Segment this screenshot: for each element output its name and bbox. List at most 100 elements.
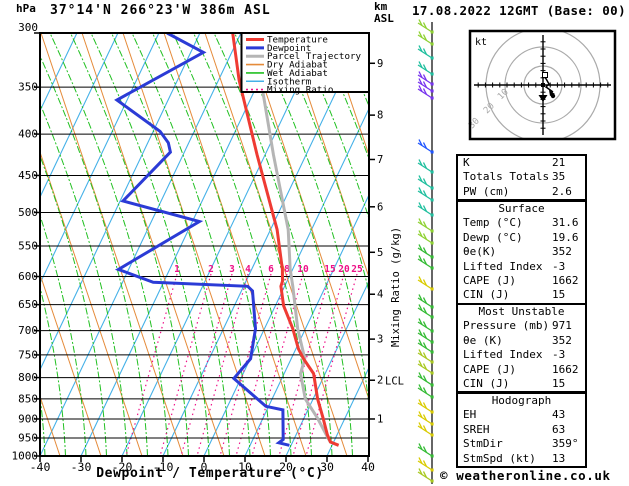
isotherm-line [40,33,78,113]
stat-row: θe(K) 352 [458,245,585,259]
stat-label: Pressure (mb) [463,319,550,333]
isotherm-line [121,33,324,456]
wind-barb-shaft [417,332,433,343]
wind-barb-feather [422,247,428,254]
wind-barb-shaft [417,387,433,398]
wind-barb-shaft [417,307,433,318]
dry-adiabat-line [327,33,369,157]
stat-value: 1662 [552,362,579,376]
hodograph-ring-label: 20 [482,101,497,116]
wind-barb-feather [418,159,423,166]
wind-barb-shaft [417,64,433,75]
panel-title: Surface [498,202,545,215]
mixing-axis-title: Mixing Ratio (g/kg) [390,227,402,347]
hodograph-start-marker [542,72,548,78]
wind-barb-shaft [417,402,433,413]
pressure-axis: 300 350 400 450 500 550 600 650 700 750 800 850 900 9… [12,21,40,463]
wind-barb-dot [430,340,434,344]
wind-barb [417,276,434,291]
wind-barb [417,187,434,202]
pressure-tick-label: 400 [18,128,38,141]
wind-barb-dot [430,30,434,34]
wind-barb-feather [422,74,428,81]
stat-row: Totals Totals 35 [458,170,585,184]
stat-label: CAPE (J) [463,362,516,376]
height-unit-label: km ASL [374,1,394,25]
wet-adiabat-line [193,33,312,456]
wet-adiabat-line [90,33,210,456]
hodograph-border [468,29,617,141]
wind-barb [417,468,434,483]
stat-label: Lifted Index [463,348,543,362]
wind-barb-dot [430,410,434,414]
stats-panel-surface: Surface Temp (°C) 31.6 Dewp (°C) 19.6 θe(K) 35… [456,200,587,305]
stat-value: 35 [552,170,566,184]
stat-row: CAPE (J) 1662 [458,274,585,288]
wind-barb-feather [422,414,428,421]
wind-barb-shaft [417,247,433,258]
wind-barb [417,384,434,399]
wind-barb-feather [418,372,423,379]
pressure-tick-label: 1000 [12,450,39,463]
wet-adiabat-line [254,33,369,411]
wind-barb-feather [422,190,428,197]
wind-barb-dot [430,186,434,190]
stat-row: EH 43 [458,408,585,422]
pressure-tick-label: 950 [18,431,38,444]
stat-row: CIN (J) 15 [458,377,585,391]
wind-barb-dot [430,305,434,309]
wind-barb-dot [430,395,434,399]
wind-barb-dot [430,468,434,472]
legend-label: Isotherm [267,76,312,87]
wind-barb-dot [430,96,434,100]
isotherm-line [40,33,242,456]
km-tick-label: 2 [377,375,383,387]
wind-barb-feather [422,446,428,453]
km-tick-label: 8 [377,110,383,122]
wind-barb-shaft [417,342,433,353]
mixing-ratio-label: 8 [284,264,290,275]
isotherm-line [203,107,369,456]
wind-barb-shaft [417,22,433,33]
wind-barb-feather [418,230,423,237]
stat-label: CAPE (J) [463,273,516,287]
mixing-ratio-line [159,273,212,456]
mixing-ratio-line [125,273,178,456]
stat-label: Dewp (°C) [463,230,523,244]
isotherm-line [40,33,201,371]
wind-barb-dot [430,150,434,154]
temp-tick-label: 20 [279,460,293,474]
wind-barb [417,457,434,472]
stat-row: SREH 63 [458,423,585,437]
stat-value: 15 [552,376,566,390]
isotherm-line [285,279,369,456]
stat-value: 31.6 [552,216,579,230]
stat-value: 971 [552,319,572,333]
pressure-tick-label: 750 [18,348,38,361]
pressure-tick-label: 850 [18,392,38,405]
km-tick-label: 4 [377,289,383,301]
wind-barb-shaft [417,142,433,153]
wind-barb-feather [418,318,423,325]
stat-value: 15 [552,288,566,302]
stat-value: 43 [552,408,566,422]
wind-barb-feather [422,321,428,328]
stat-label: EH [463,408,477,422]
stat-label: θe (K) [463,333,503,347]
station-title: 37°14'N 266°23'W 386m ASL [50,3,271,18]
wind-barb-feather [422,375,428,382]
wind-barb-shaft [417,297,433,308]
temp-tick-label: 40 [361,460,375,474]
wind-barb-feather [422,64,428,71]
wind-barb-feather [418,304,423,311]
wind-barb-feather [418,218,423,225]
wind-barb-shaft [417,446,433,457]
wind-barb-shaft [417,363,433,374]
wind-barb [417,360,434,375]
wind-barb-dot [430,422,434,426]
wind-barb-dot [430,56,434,60]
wet-adiabat-line [40,102,128,456]
